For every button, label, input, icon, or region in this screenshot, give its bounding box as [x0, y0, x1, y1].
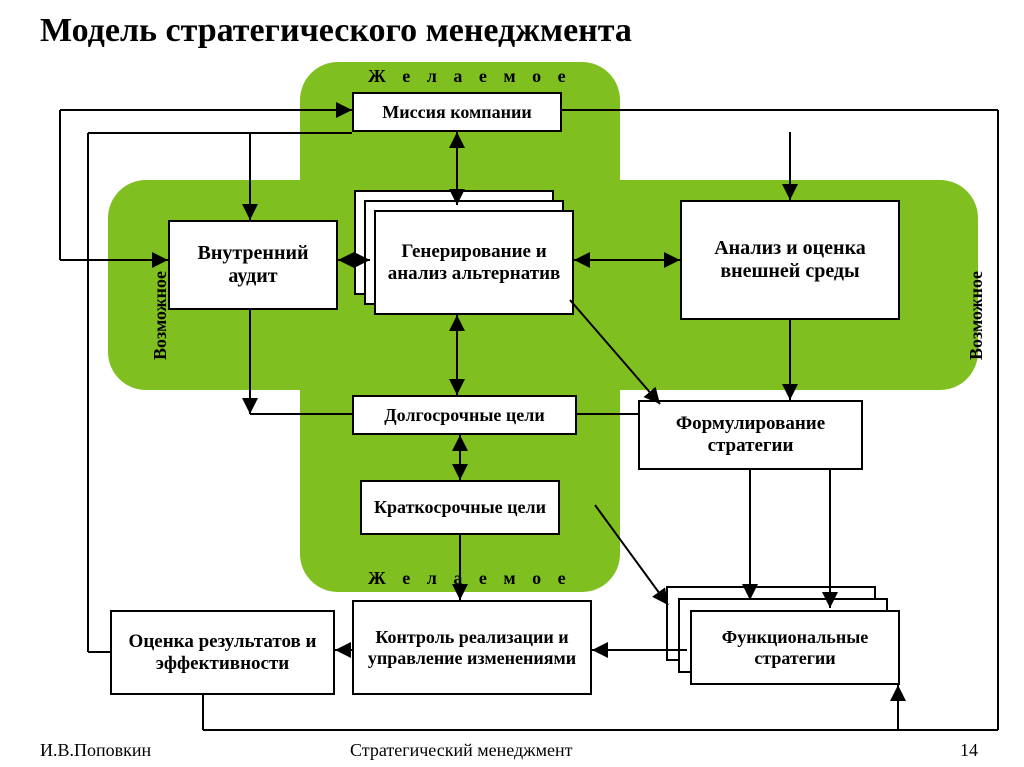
page-title: Модель стратегического менеджмента	[40, 12, 632, 50]
box-alternatives: Генерирование и анализ альтернатив	[374, 210, 574, 315]
box-control: Контроль реализации и управление изменен…	[352, 600, 592, 695]
box-func_strat: Функциональные стратегии	[690, 610, 900, 685]
footer-author: И.В.Поповкин	[40, 740, 151, 761]
box-short_goals: Краткосрочные цели	[360, 480, 560, 535]
box-external: Анализ и оценка внешней среды	[680, 200, 900, 320]
box-internal_audit: Внутренний аудит	[168, 220, 338, 310]
label-desired-top: Ж е л а е м о е	[368, 66, 572, 87]
footer-center: Стратегический менеджмент	[350, 740, 572, 761]
box-strategy_form: Формулирование стратегии	[638, 400, 863, 470]
label-possible-right: Возможное	[966, 271, 987, 360]
footer-page: 14	[960, 740, 978, 761]
box-mission: Миссия компании	[352, 92, 562, 132]
box-eval_results: Оценка результатов и эффективности	[110, 610, 335, 695]
box-long_goals: Долгосрочные цели	[352, 395, 577, 435]
label-desired-bottom: Ж е л а е м о е	[368, 568, 572, 589]
